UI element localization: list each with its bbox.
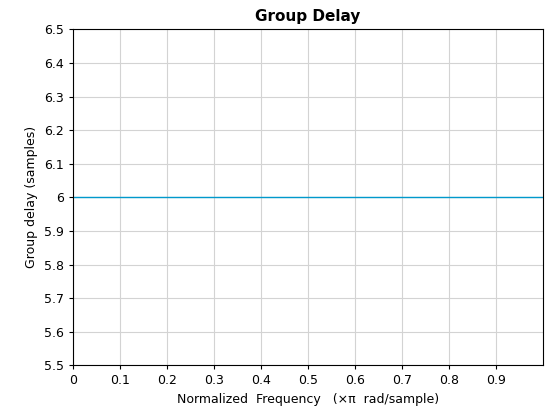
X-axis label: Normalized  Frequency   (×π  rad/sample): Normalized Frequency (×π rad/sample) [177,393,439,406]
Y-axis label: Group delay (samples): Group delay (samples) [25,126,38,268]
Title: Group Delay: Group Delay [255,9,361,24]
